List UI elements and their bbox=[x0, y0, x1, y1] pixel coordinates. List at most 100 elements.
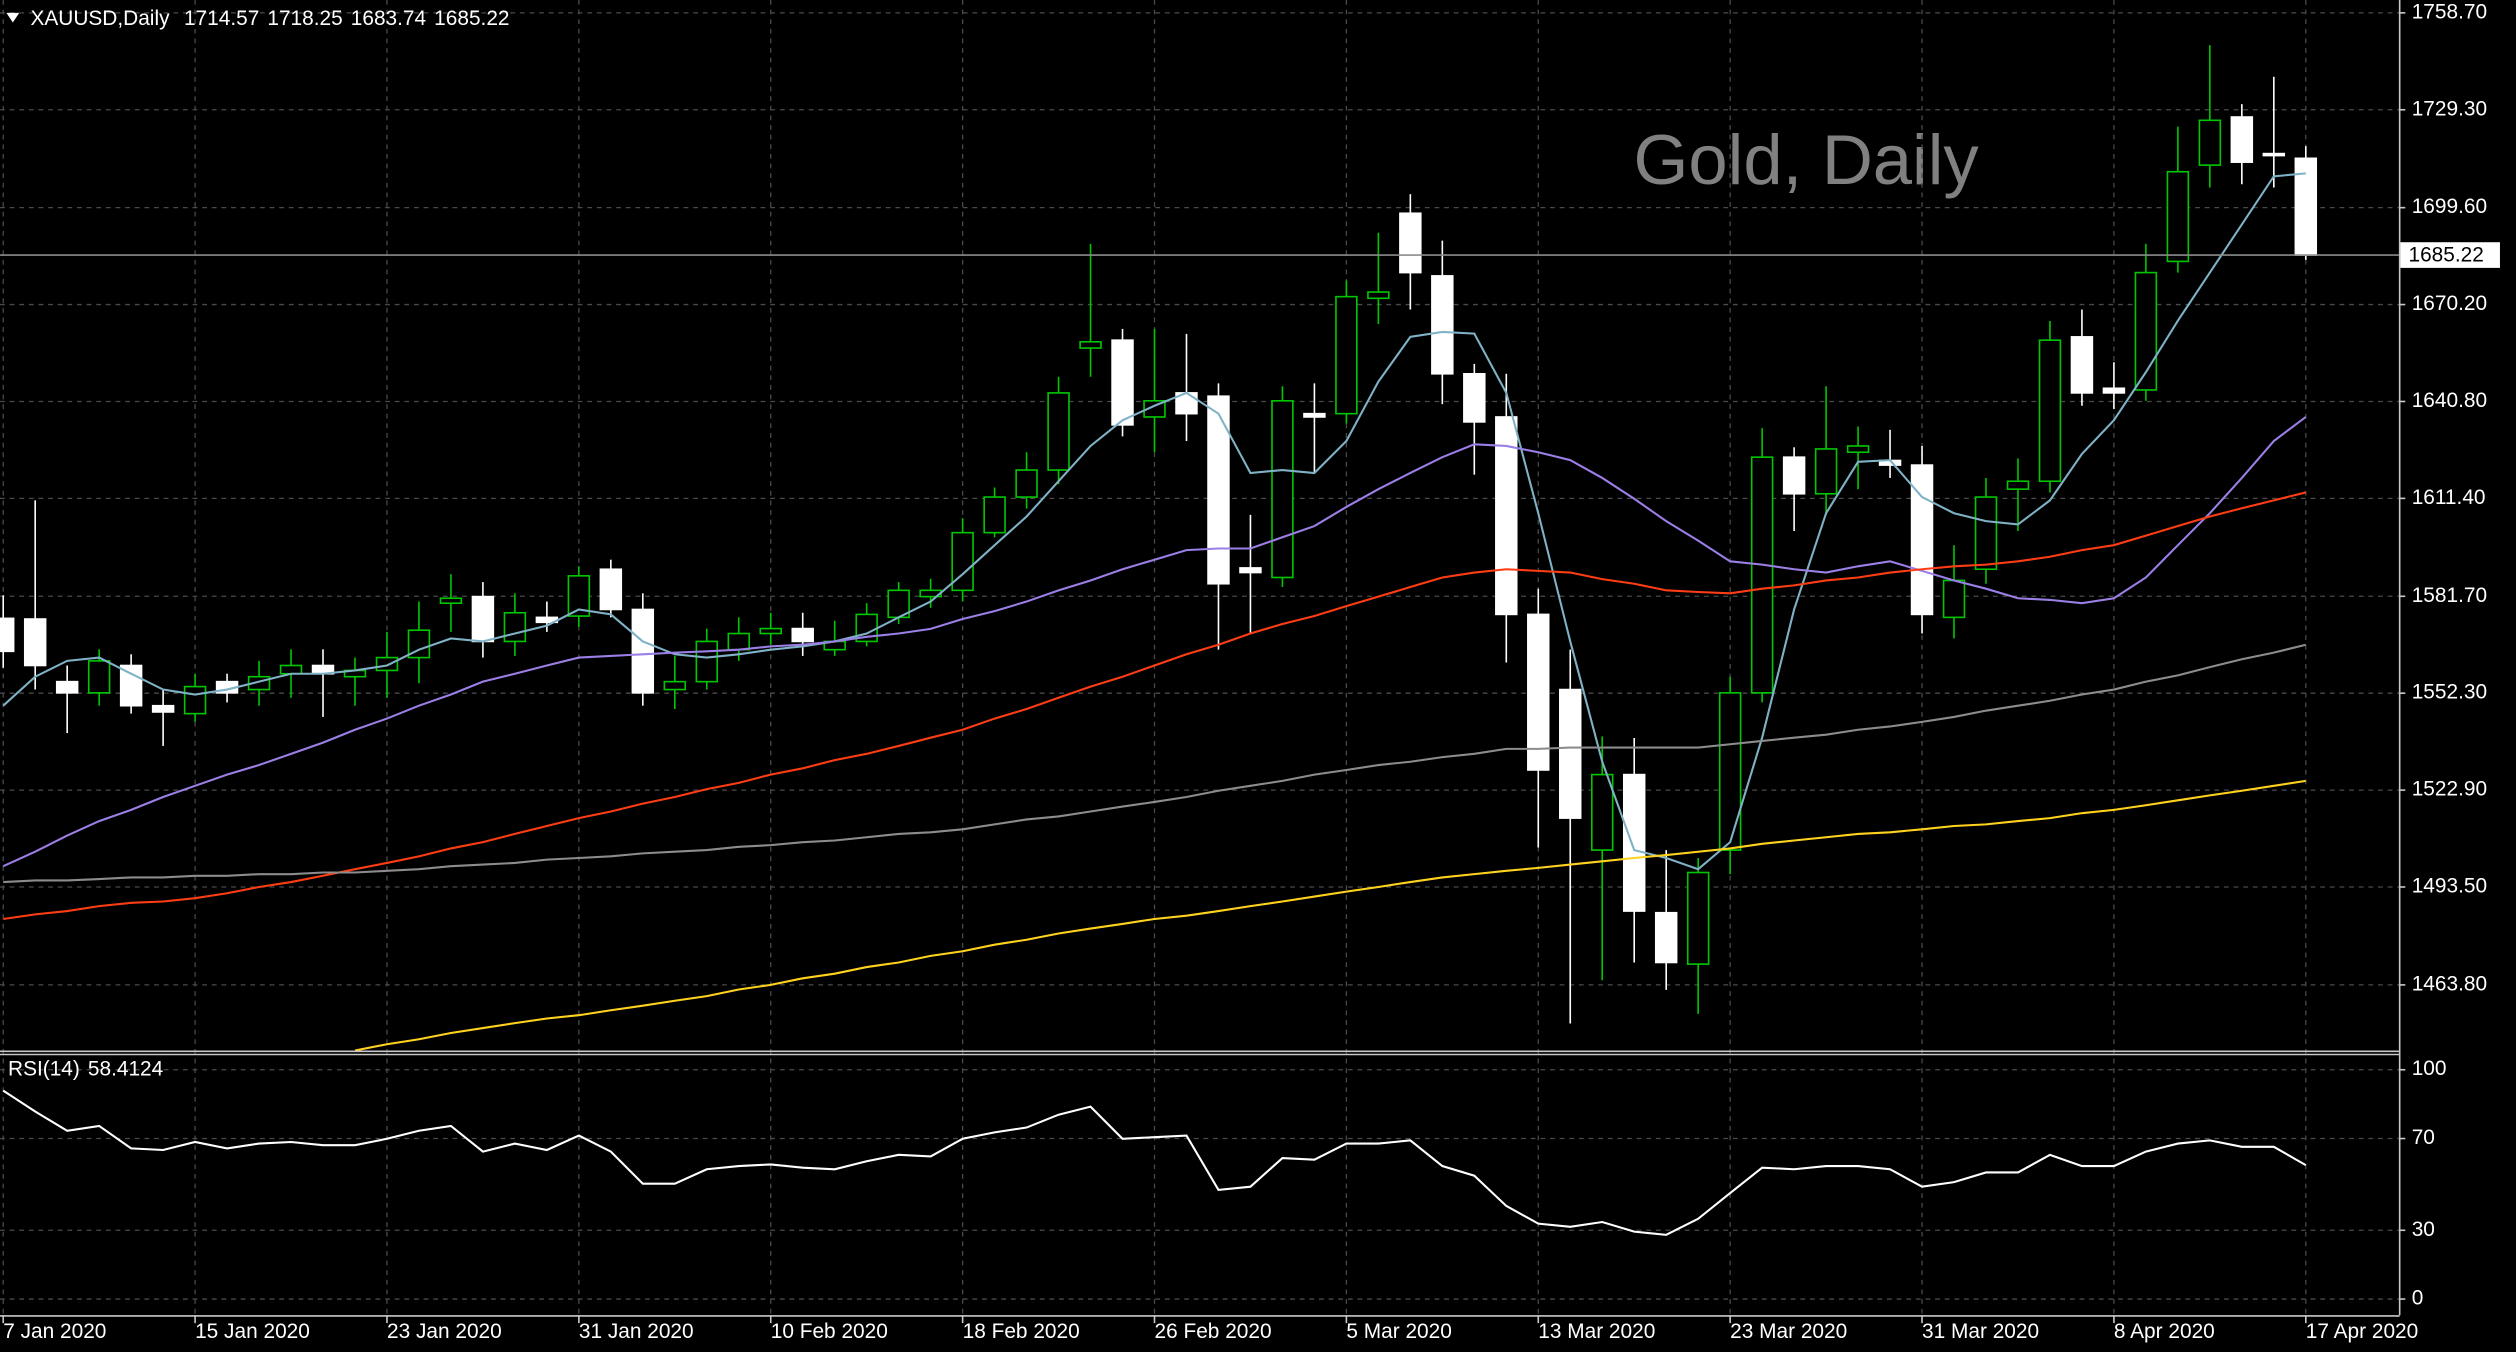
candle-body bbox=[695, 640, 719, 683]
candle-body bbox=[2006, 480, 2030, 490]
x-tick-label: 18 Feb 2020 bbox=[963, 1320, 1080, 1343]
indicator-line bbox=[2, 172, 2306, 871]
candle-body bbox=[439, 597, 463, 604]
candle-body bbox=[23, 618, 47, 667]
candle-body bbox=[1431, 275, 1454, 375]
rsi-value: 58.4124 bbox=[88, 1057, 163, 1080]
candle-body bbox=[1079, 341, 1102, 349]
candle-body bbox=[1367, 291, 1390, 300]
candle-body bbox=[983, 496, 1006, 534]
candle-body bbox=[1495, 416, 1518, 616]
y-tick-label: 1552.30 bbox=[2412, 681, 2487, 704]
x-tick-label: 17 Apr 2020 bbox=[2306, 1320, 2418, 1343]
candle-body bbox=[407, 629, 431, 659]
current-price-box bbox=[2400, 242, 2500, 268]
candle-body bbox=[1686, 871, 1710, 965]
candle-body bbox=[1942, 579, 1966, 619]
candle-body bbox=[0, 617, 15, 653]
y-tick-label: 1581.70 bbox=[2412, 584, 2487, 607]
candle-body bbox=[503, 611, 527, 643]
x-tick-label: 8 Apr 2020 bbox=[2114, 1320, 2215, 1343]
candle-body bbox=[1590, 773, 1614, 851]
y-tick-label: 1493.50 bbox=[2412, 874, 2487, 897]
rsi-header: RSI(14) 58.4124 bbox=[8, 1057, 163, 1080]
candle-body bbox=[727, 632, 750, 651]
y-tick-label: 1699.60 bbox=[2412, 195, 2487, 218]
y-tick-label: 70 bbox=[2412, 1126, 2435, 1149]
candle-body bbox=[2134, 271, 2158, 391]
y-tick-label: 30 bbox=[2412, 1218, 2435, 1241]
candle-body bbox=[1399, 212, 1422, 274]
candle-body bbox=[2230, 116, 2254, 163]
candle-body bbox=[2102, 387, 2126, 394]
x-tick-label: 23 Jan 2020 bbox=[387, 1320, 502, 1343]
x-tick-label: 23 Mar 2020 bbox=[1730, 1320, 1847, 1343]
y-tick-label: 1522.90 bbox=[2412, 778, 2487, 801]
candle-body bbox=[1303, 412, 1326, 418]
candle-body bbox=[1910, 464, 1934, 616]
candle-body bbox=[1207, 395, 1230, 585]
x-tick-label: 31 Jan 2020 bbox=[579, 1320, 694, 1343]
y-tick-label: 1729.30 bbox=[2412, 97, 2487, 120]
candle-body bbox=[1654, 911, 1678, 964]
open-value: 1714.57 bbox=[184, 7, 259, 30]
current-price-label: 1685.22 bbox=[2408, 243, 2483, 266]
indicator-line bbox=[2, 1089, 2307, 1236]
candle-body bbox=[951, 531, 974, 592]
close-value: 1685.22 bbox=[434, 7, 509, 30]
candle-body bbox=[2294, 157, 2318, 256]
candle-body bbox=[1527, 613, 1550, 771]
candle-body bbox=[119, 664, 143, 707]
candle-body bbox=[2166, 170, 2190, 263]
candle-body bbox=[2198, 119, 2222, 166]
candle-body bbox=[1335, 295, 1358, 415]
chart-header: XAUUSD,Daily 1714.57 1718.25 1683.74 1685.22 bbox=[30, 7, 509, 30]
candle-body bbox=[759, 627, 782, 635]
candle-body bbox=[599, 568, 623, 611]
y-tick-label: 1758.70 bbox=[2412, 0, 2487, 23]
candle-body bbox=[1814, 448, 1838, 495]
candle-body bbox=[87, 660, 111, 694]
candle-body bbox=[1782, 456, 1806, 495]
indicator-line bbox=[3, 491, 2307, 921]
rsi-title: RSI(14) bbox=[8, 1057, 80, 1080]
candle-body bbox=[1622, 773, 1646, 912]
indicator-line bbox=[2, 416, 2307, 868]
low-value: 1683.74 bbox=[351, 7, 426, 30]
candle-body bbox=[2038, 339, 2062, 483]
indicator-line bbox=[354, 779, 2306, 1051]
high-value: 1718.25 bbox=[267, 7, 342, 30]
candle-body bbox=[1111, 339, 1134, 426]
y-tick-label: 1463.80 bbox=[2412, 972, 2487, 995]
x-tick-label: 15 Jan 2020 bbox=[195, 1320, 310, 1343]
candle-body bbox=[183, 685, 207, 715]
candle-body bbox=[1047, 392, 1070, 471]
candle-body bbox=[279, 664, 303, 675]
y-tick-label: 1611.40 bbox=[2412, 486, 2486, 509]
candle-body bbox=[375, 656, 399, 672]
candle-body bbox=[471, 595, 495, 643]
candle-body bbox=[1718, 692, 1742, 851]
candle-body bbox=[2262, 152, 2286, 157]
x-tick-label: 5 Mar 2020 bbox=[1346, 1320, 1451, 1343]
y-tick-label: 0 bbox=[2412, 1287, 2424, 1310]
x-tick-label: 31 Mar 2020 bbox=[1922, 1320, 2039, 1343]
x-tick-label: 7 Jan 2020 bbox=[3, 1320, 106, 1343]
indicator-line bbox=[3, 643, 2307, 884]
x-tick-label: 26 Feb 2020 bbox=[1155, 1320, 1272, 1343]
candle-body bbox=[1143, 400, 1166, 418]
candle-body bbox=[1271, 400, 1294, 579]
x-tick-label: 13 Mar 2020 bbox=[1538, 1320, 1655, 1343]
candle-body bbox=[567, 575, 591, 617]
candle-body bbox=[1559, 688, 1582, 819]
candle-body bbox=[1239, 567, 1262, 574]
candle-body bbox=[631, 608, 655, 694]
y-tick-label: 100 bbox=[2412, 1057, 2447, 1080]
candle-body bbox=[791, 627, 814, 643]
candle-body bbox=[1846, 445, 1870, 454]
x-tick-label: 10 Feb 2020 bbox=[771, 1320, 888, 1343]
